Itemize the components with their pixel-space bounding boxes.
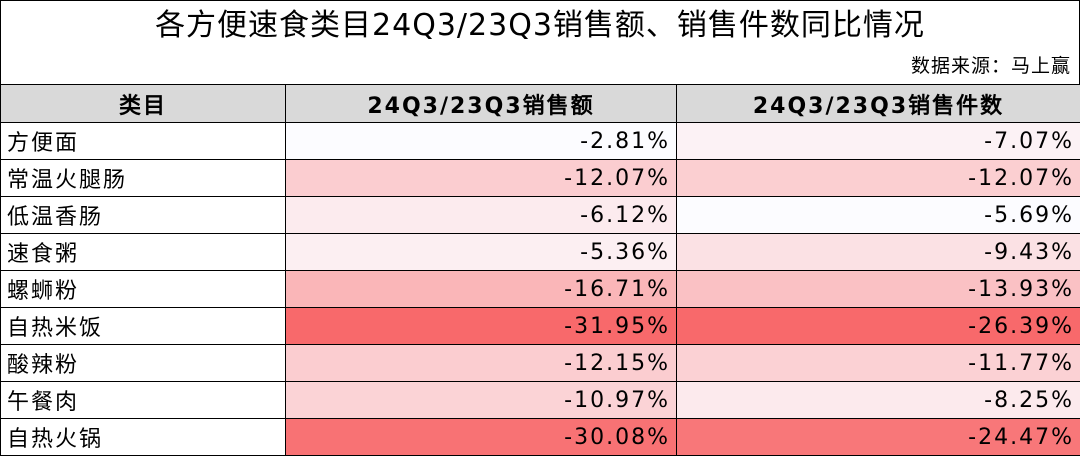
value-cell: -16.71% [285,270,677,308]
value-cell: -9.43% [676,233,1080,271]
table-row: 午餐肉 -10.97% -8.25% [0,381,1080,419]
value-cell: -7.07% [676,122,1080,160]
category-cell: 自热米饭 [0,307,286,345]
value-cell: -26.39% [676,307,1080,345]
category-cell: 速食粥 [0,233,286,271]
table-body: 方便面 -2.81% -7.07% 常温火腿肠 -12.07% -12.07% 低温香肠 -6… [0,122,1080,456]
category-cell: 螺蛳粉 [0,270,286,308]
value-cell: -12.07% [285,159,677,197]
category-cell: 自热火锅 [0,418,286,456]
value-cell: -24.47% [676,418,1080,456]
value-cell: -12.15% [285,344,677,382]
table-row: 自热米饭 -31.95% -26.39% [0,307,1080,345]
value-cell: -5.36% [285,233,677,271]
value-cell: -11.77% [676,344,1080,382]
table-row: 常温火腿肠 -12.07% -12.07% [0,159,1080,197]
value-cell: -5.69% [676,196,1080,234]
value-cell: -10.97% [285,381,677,419]
table-row: 螺蛳粉 -16.71% -13.93% [0,270,1080,308]
table-row: 速食粥 -5.36% -9.43% [0,233,1080,271]
table-row: 酸辣粉 -12.15% -11.77% [0,344,1080,382]
category-cell: 常温火腿肠 [0,159,286,197]
value-cell: -30.08% [285,418,677,456]
header-row: 类目 24Q3/23Q3销售额 24Q3/23Q3销售件数 [0,84,1080,123]
category-cell: 酸辣粉 [0,344,286,382]
value-cell: -12.07% [676,159,1080,197]
value-cell: -2.81% [285,122,677,160]
category-cell: 低温香肠 [0,196,286,234]
header-cell: 类目 [0,84,286,123]
title: 各方便速食类目24Q3/23Q3销售额、销售件数同比情况 [0,0,1080,48]
table-row: 方便面 -2.81% -7.07% [0,122,1080,160]
value-cell: -31.95% [285,307,677,345]
header-cell: 24Q3/23Q3销售额 [285,84,677,123]
source: 数据来源：马上赢 [0,48,1080,84]
value-cell: -13.93% [676,270,1080,308]
category-cell: 方便面 [0,122,286,160]
value-cell: -6.12% [285,196,677,234]
value-cell: -8.25% [676,381,1080,419]
table: 类目 24Q3/23Q3销售额 24Q3/23Q3销售件数 方便面 -2.81% -7.… [0,84,1080,456]
table-row: 低温香肠 -6.12% -5.69% [0,196,1080,234]
category-cell: 午餐肉 [0,381,286,419]
table-row: 自热火锅 -30.08% -24.47% [0,418,1080,456]
header-cell: 24Q3/23Q3销售件数 [676,84,1080,123]
